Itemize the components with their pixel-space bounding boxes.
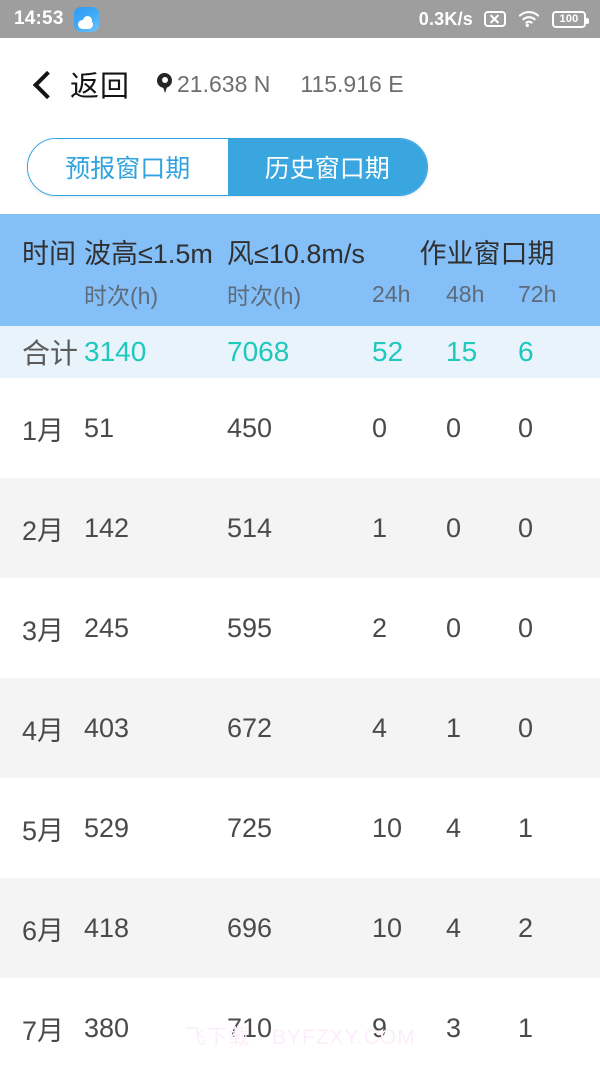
status-bar-left: 14:53: [14, 6, 99, 32]
wifi-icon: [517, 10, 541, 28]
table-row[interactable]: 1月 51 450 0 0 0: [0, 378, 600, 478]
coordinates-display: 21.638 N 115.916 E: [156, 71, 404, 98]
cell-wind: 450: [227, 412, 273, 443]
header-work-window: 作业窗口期: [419, 238, 555, 269]
cell-72h: 1: [518, 812, 534, 843]
header-time: 时间: [22, 238, 76, 269]
table-total-row: 合计 3140 7068 52 15 6: [0, 326, 600, 378]
tab-bar: 预报窗口期 历史窗口期: [0, 130, 600, 214]
cell-24h: 2: [372, 612, 388, 643]
tab-history-window[interactable]: 历史窗口期: [227, 139, 427, 195]
cell-72h: 2: [518, 912, 534, 943]
cell-month: 7月: [22, 1015, 65, 1046]
network-speed-label: 0.3K/s: [418, 8, 473, 29]
cell-48h: 4: [446, 812, 462, 843]
table-body: 1月 51 450 0 0 0 2月 142 514 1 0 0 3月 245 595 2 0 0 4月 403 672…: [0, 378, 600, 1067]
cell-wind: 514: [227, 512, 273, 543]
cell-48h: 0: [446, 412, 462, 443]
table-row[interactable]: 4月 403 672 4 1 0: [0, 678, 600, 778]
table-row[interactable]: 7月 380 710 9 3 1: [0, 978, 600, 1067]
total-wind: 7068: [227, 336, 290, 367]
header-wind-speed: 风≤10.8m/s: [227, 238, 365, 269]
total-48h: 15: [446, 336, 478, 367]
cell-wave: 245: [84, 612, 130, 643]
segmented-control: 预报窗口期 历史窗口期: [27, 138, 428, 196]
cell-month: 1月: [22, 415, 65, 446]
total-72h: 6: [518, 336, 534, 367]
header-72h: 72h: [518, 280, 557, 307]
cell-wind: 672: [227, 712, 273, 743]
table-row[interactable]: 5月 529 725 10 4 1: [0, 778, 600, 878]
cell-72h: 0: [518, 512, 534, 543]
table-header-sub-row: 时次(h) 时次(h) 24h 48h 72h: [0, 274, 600, 314]
table-row[interactable]: 3月 245 595 2 0 0: [0, 578, 600, 678]
header-wind-unit: 时次(h): [227, 283, 302, 309]
total-wave: 3140: [84, 336, 147, 367]
back-button-label[interactable]: 返回: [70, 71, 131, 103]
cell-wave: 380: [84, 1012, 130, 1043]
cell-24h: 1: [372, 512, 388, 543]
cell-24h: 0: [372, 412, 388, 443]
battery-level-label: 100: [559, 12, 579, 25]
tab-forecast-window[interactable]: 预报窗口期: [28, 139, 228, 195]
table-row[interactable]: 6月 418 696 10 4 2: [0, 878, 600, 978]
cell-wave: 142: [84, 512, 130, 543]
cell-48h: 0: [446, 512, 462, 543]
cell-72h: 1: [518, 1012, 534, 1043]
latitude-label: 21.638 N: [177, 70, 271, 97]
total-label: 合计: [22, 338, 79, 369]
status-bar-right: 0.3K/s 100: [418, 8, 589, 30]
app-bar: 返回 21.638 N 115.916 E: [0, 38, 600, 130]
battery-icon: 100: [552, 10, 589, 28]
cell-wind: 696: [227, 912, 273, 943]
cell-wind: 725: [227, 812, 273, 843]
cell-wave: 403: [84, 712, 130, 743]
cell-24h: 9: [372, 1012, 388, 1043]
weather-cloud-icon: [73, 6, 99, 32]
table-header-main-row: 时间 波高≤1.5m 风≤10.8m/s 作业窗口期: [0, 228, 600, 274]
window-period-table: 时间 波高≤1.5m 风≤10.8m/s 作业窗口期 时次(h) 时次(h) 2…: [0, 214, 600, 1067]
cell-24h: 10: [372, 912, 403, 943]
chevron-left-icon[interactable]: [30, 72, 54, 96]
cell-wave: 418: [84, 912, 130, 943]
cell-48h: 4: [446, 912, 462, 943]
header-wave-height: 波高≤1.5m: [84, 238, 213, 269]
cell-month: 4月: [22, 715, 65, 746]
total-24h: 52: [372, 336, 404, 367]
table-row[interactable]: 2月 142 514 1 0 0: [0, 478, 600, 578]
cell-month: 5月: [22, 815, 65, 846]
cell-wave: 51: [84, 412, 115, 443]
table-header: 时间 波高≤1.5m 风≤10.8m/s 作业窗口期 时次(h) 时次(h) 2…: [0, 214, 600, 326]
cell-72h: 0: [518, 712, 534, 743]
cell-wave: 529: [84, 812, 130, 843]
cell-month: 2月: [22, 515, 65, 546]
cell-month: 3月: [22, 615, 65, 646]
status-bar: 14:53 0.3K/s 100: [0, 0, 600, 38]
longitude-label: 115.916 E: [300, 70, 404, 97]
sim-disabled-icon: [484, 11, 506, 27]
header-24h: 24h: [372, 280, 411, 307]
cell-72h: 0: [518, 612, 534, 643]
cell-month: 6月: [22, 915, 65, 946]
header-wave-unit: 时次(h): [84, 283, 159, 309]
cell-48h: 0: [446, 612, 462, 643]
cell-72h: 0: [518, 412, 534, 443]
cell-48h: 3: [446, 1012, 462, 1043]
cell-wind: 595: [227, 612, 273, 643]
cell-24h: 10: [372, 812, 403, 843]
map-pin-icon: [156, 73, 173, 95]
header-48h: 48h: [446, 280, 485, 307]
cell-24h: 4: [372, 712, 388, 743]
status-clock: 14:53: [14, 8, 64, 29]
cell-wind: 710: [227, 1012, 273, 1043]
cell-48h: 1: [446, 712, 462, 743]
